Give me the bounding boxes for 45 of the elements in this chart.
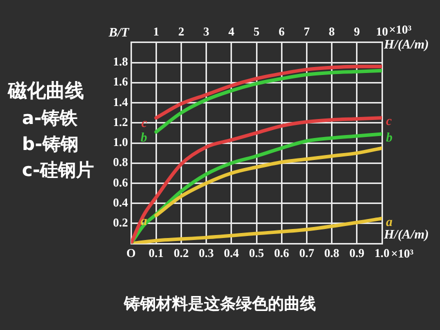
x2-tick-label: 9 (354, 24, 360, 38)
series-label: a (140, 212, 148, 228)
x2-axis-title: H/(A/m) (383, 36, 429, 52)
x-tick-label: 0.9 (349, 246, 364, 260)
y-tick-label: 1.4 (113, 94, 128, 109)
text: 磁化曲线 (8, 79, 85, 104)
text: ×10³ (391, 246, 414, 261)
x-axis-title: H/(A/m) (383, 226, 429, 242)
x-tick-label: 0.8 (324, 246, 340, 260)
x-tick-label: 0.5 (249, 246, 264, 260)
y-tick-label: 1.8 (113, 54, 128, 69)
text: 铸钢材料是这条绿色的曲线 (122, 294, 317, 315)
x2-tick-label: 4 (228, 24, 234, 38)
text: ×10³ (389, 22, 412, 36)
x-tick-label: 0.4 (224, 246, 239, 260)
series-label: a (386, 214, 393, 229)
y-tick-label: 1.2 (113, 114, 128, 129)
x-tick-label: 0.1 (148, 246, 164, 260)
x2-tick-label: 7 (304, 24, 310, 38)
x-tick-label: 0.6 (274, 246, 290, 260)
x2-tick-label: 2 (178, 24, 184, 38)
y-tick-label: 0.4 (113, 195, 128, 210)
x2-tick-label: 6 (278, 24, 285, 38)
text: c-硅钢片 (22, 159, 94, 182)
x-tick-label: 0.2 (174, 246, 189, 260)
x-tick-label: 0.3 (198, 246, 214, 260)
y-tick-label: 0.2 (113, 216, 128, 230)
series-label: c (386, 113, 392, 128)
x-tick-label: O (126, 246, 136, 260)
y-tick-label: 1.0 (113, 135, 128, 150)
x2-tick-label: 8 (328, 24, 335, 38)
x2-tick-label: 1 (153, 24, 160, 38)
y-tick-label: 0.8 (113, 155, 128, 170)
x2-tick-label: 3 (203, 24, 210, 38)
text: a-铸铁 (22, 107, 79, 130)
x-tick-label: 1.0 (374, 246, 390, 260)
text: b-铸钢 (22, 133, 80, 156)
y-tick-label: 0.6 (113, 175, 128, 190)
x2-tick-label: 5 (254, 24, 260, 38)
series-label: b (386, 129, 393, 144)
y-tick-label: 1.6 (113, 74, 128, 89)
series-label: b (140, 129, 148, 144)
y-axis-title: B/T (108, 24, 130, 40)
x2-tick-label: 10 (376, 24, 388, 38)
x-tick-label: 0.7 (299, 246, 314, 260)
